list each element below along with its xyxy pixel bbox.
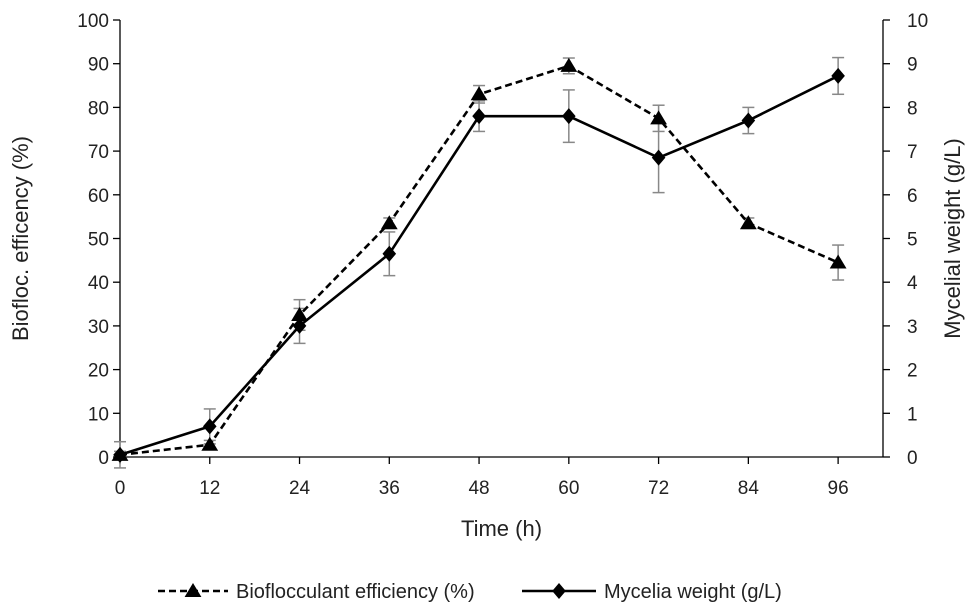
right-y-tick-label: 2 <box>907 361 918 382</box>
left-y-tick-label: 30 <box>88 317 109 338</box>
series-line-mycelia <box>119 74 839 457</box>
legend-triangle-marker <box>184 583 202 597</box>
x-tick-label: 0 <box>115 478 126 499</box>
legend-item-bioflocculant: Bioflocculant efficiency (%) <box>158 581 475 603</box>
right-y-tick-label: 0 <box>907 448 918 469</box>
right-y-tick-label: 9 <box>907 55 918 76</box>
triangle-point-bioflocculant <box>739 215 757 230</box>
right-y-tick-label: 5 <box>907 230 918 251</box>
diamond-point-mycelia <box>292 317 307 334</box>
left-y-tick-label: 20 <box>88 361 109 382</box>
left-y-tick-label: 0 <box>98 448 109 469</box>
x-tick-label: 60 <box>558 478 579 499</box>
x-tick-label: 84 <box>738 478 760 499</box>
triangle-point-bioflocculant <box>470 86 488 101</box>
x-tick-label: 72 <box>648 478 669 499</box>
x-tick-label: 48 <box>468 478 489 499</box>
axes <box>119 20 884 458</box>
right-y-tick-label: 3 <box>907 317 918 338</box>
diamond-point-mycelia <box>651 149 666 166</box>
diamond-point-mycelia <box>113 446 127 463</box>
left-y-tick-label: 90 <box>88 55 109 76</box>
diamond-point-mycelia <box>202 418 217 435</box>
legend-item-mycelia: Mycelia weight (g/L) <box>522 581 782 603</box>
x-axis-title: Time (h) <box>461 516 542 541</box>
legend-diamond-marker <box>552 583 566 599</box>
triangle-point-bioflocculant <box>650 110 667 125</box>
diamond-point-mycelia <box>831 67 845 84</box>
legend-label-mycelia: Mycelia weight (g/L) <box>604 581 782 603</box>
x-tick-label: 96 <box>828 478 849 499</box>
triangle-point-bioflocculant <box>380 215 398 230</box>
right-y-tick-label: 6 <box>907 186 918 207</box>
right-y-tick-label: 10 <box>907 11 928 32</box>
x-tick-label: 36 <box>379 478 400 499</box>
right-y-tick-label: 1 <box>907 404 918 425</box>
triangle-point-bioflocculant <box>560 57 578 72</box>
legend: Bioflocculant efficiency (%) Mycelia wei… <box>158 581 782 603</box>
diamond-point-mycelia <box>472 108 486 125</box>
left-y-tick-label: 100 <box>77 11 109 32</box>
left-y-tick-label: 10 <box>88 404 109 425</box>
triangle-point-bioflocculant <box>291 306 308 321</box>
right-y-tick-label: 8 <box>907 98 918 119</box>
diamond-point-mycelia <box>562 108 576 125</box>
left-y-tick-label: 50 <box>88 230 109 251</box>
left-y-tick-label: 70 <box>88 142 109 163</box>
diamond-point-mycelia <box>741 112 756 129</box>
triangle-point-bioflocculant <box>201 436 219 451</box>
left-y-tick-label: 40 <box>88 273 109 294</box>
right-y-axis-title: Mycelial weight (g/L) <box>940 138 965 339</box>
legend-label-bioflocculant: Bioflocculant efficiency (%) <box>236 581 475 603</box>
marker-group <box>111 57 847 463</box>
triangle-point-bioflocculant <box>829 254 847 269</box>
x-tick-label: 24 <box>289 478 311 499</box>
left-y-tick-label: 80 <box>88 98 109 119</box>
right-y-tick-label: 7 <box>907 142 918 163</box>
left-y-tick-label: 60 <box>88 186 109 207</box>
left-y-axis-title: Biofloc. efficency (%) <box>8 136 33 341</box>
right-y-tick-label: 4 <box>907 273 918 294</box>
x-tick-label: 12 <box>199 478 220 499</box>
diamond-point-mycelia <box>382 245 397 262</box>
